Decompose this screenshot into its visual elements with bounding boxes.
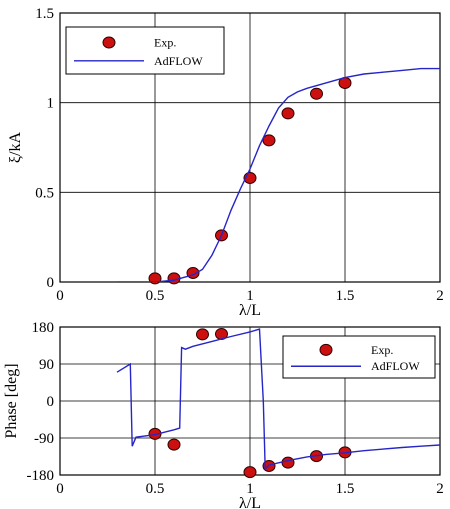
x-tick-label: 1.5 bbox=[336, 481, 355, 497]
exp-data-point bbox=[148, 272, 162, 285]
x-tick-label: 0 bbox=[56, 481, 64, 497]
legend-marker-exp bbox=[319, 343, 333, 356]
legend-label-adflow: AdFLOW bbox=[371, 359, 420, 373]
x-tick-label: 1 bbox=[246, 288, 254, 304]
x-tick-label: 0.5 bbox=[146, 288, 165, 304]
legend-label-exp: Exp. bbox=[371, 343, 393, 357]
x-tick-label: 2 bbox=[436, 481, 444, 497]
exp-data-point bbox=[167, 438, 181, 451]
y-tick-label: -90 bbox=[34, 431, 54, 447]
x-tick-label: 2 bbox=[436, 288, 444, 304]
x-tick-label: 0.5 bbox=[146, 481, 165, 497]
legend-label-exp: Exp. bbox=[154, 36, 176, 50]
exp-data-point bbox=[281, 456, 295, 469]
exp-data-point bbox=[148, 427, 162, 440]
y-tick-label: 0 bbox=[47, 394, 55, 410]
adflow-curve bbox=[116, 328, 440, 471]
exp-data-point bbox=[310, 87, 323, 100]
chart-panel-2: 0 0.5 1 1.5 2 -180 -90 0 90 180 λ/L Phase [deg] Exp.… bbox=[3, 320, 444, 509]
y-tick-label: -180 bbox=[27, 468, 55, 484]
x-tick-label: 1 bbox=[246, 481, 254, 497]
legend-box bbox=[282, 335, 436, 379]
exp-data-point bbox=[281, 107, 295, 120]
exp-data-point bbox=[196, 328, 209, 341]
legend-box bbox=[65, 26, 225, 75]
legend: Exp. AdFLOW bbox=[282, 335, 436, 379]
y-tick-label: 180 bbox=[32, 320, 55, 336]
x-axis-label: λ/L bbox=[239, 302, 261, 319]
x-tick-label: 0 bbox=[56, 288, 64, 304]
legend-label-adflow: AdFLOW bbox=[154, 54, 203, 68]
legend: Exp. AdFLOW bbox=[65, 26, 225, 75]
x-tick-label: 1.5 bbox=[336, 288, 355, 304]
y-tick-label: 0.5 bbox=[35, 185, 54, 201]
adflow-curve bbox=[117, 67, 440, 282]
y-tick-label: 1 bbox=[47, 96, 55, 112]
y-axis-label: Phase [deg] bbox=[3, 363, 20, 438]
y-tick-label: 0 bbox=[47, 275, 55, 291]
exp-data-point bbox=[243, 466, 257, 479]
x-axis-label: λ/L bbox=[239, 495, 261, 509]
y-tick-label: 1.5 bbox=[35, 6, 54, 22]
chart-panel-1: 0 0.5 1 1.5 2 0 0.5 1 1.5 λ/L ξ/kA Exp. AdFLOW bbox=[7, 6, 444, 319]
y-axis-label: ξ/kA bbox=[7, 131, 24, 163]
exp-data-point bbox=[262, 134, 276, 147]
legend-marker-exp bbox=[102, 36, 116, 49]
plot-frame bbox=[59, 12, 441, 283]
y-tick-label: 90 bbox=[39, 357, 54, 373]
